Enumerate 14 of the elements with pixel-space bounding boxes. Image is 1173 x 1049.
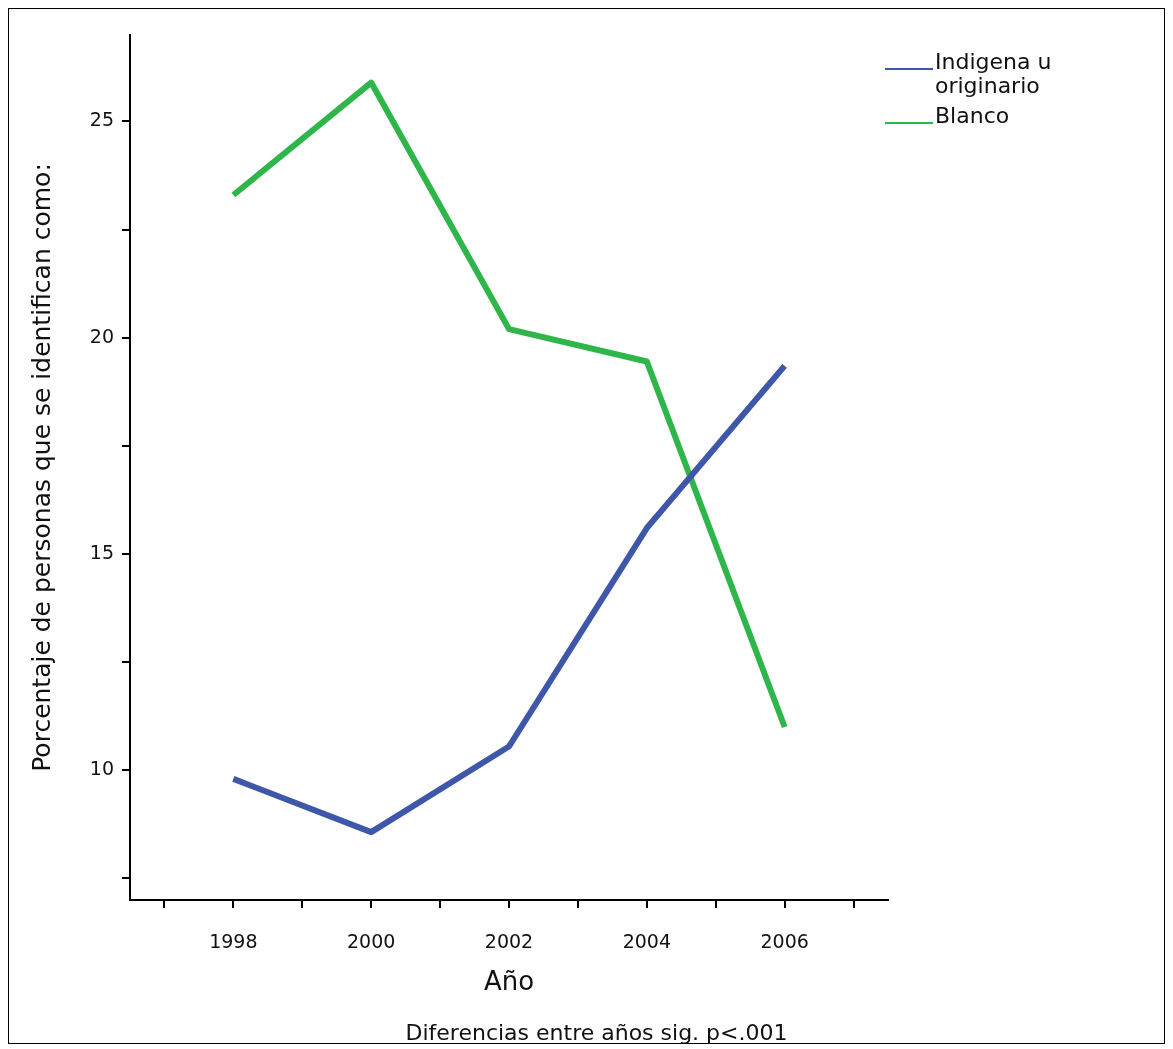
- x-tick-label: 1998: [209, 930, 258, 953]
- text: Diferencias entre años sig. p<.001: [404, 1020, 789, 1045]
- x-axis-title: Año: [483, 966, 535, 997]
- x-tick-label: 2000: [347, 930, 396, 953]
- y-tick-label: 10: [89, 757, 114, 780]
- x-tick-label: 2002: [484, 930, 534, 953]
- x-tick-label: 2006: [760, 930, 809, 953]
- legend-label: Blanco: [935, 103, 1010, 128]
- y-tick-label: 25: [89, 108, 114, 131]
- x-tick-label: 2004: [622, 930, 671, 953]
- legend-label: Indigena u originario: [935, 49, 1053, 98]
- y-axis-title: Porcentaje de personas que se identifican como:: [26, 163, 56, 772]
- y-tick-label: 20: [89, 324, 114, 347]
- y-tick-label: 15: [89, 540, 114, 563]
